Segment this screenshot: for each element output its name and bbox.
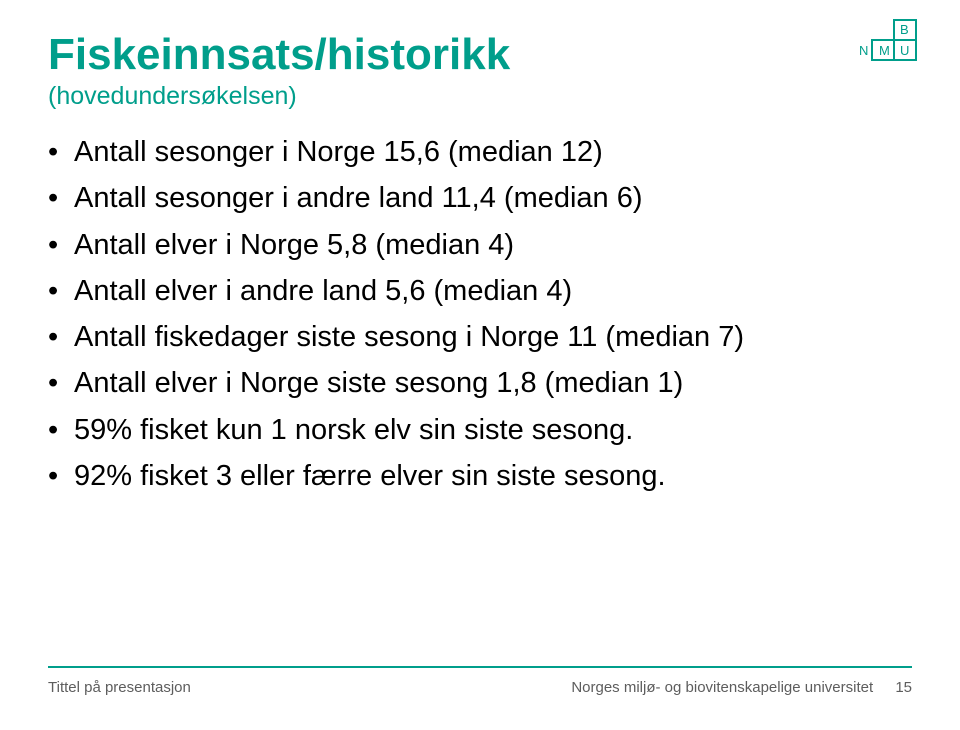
footer-right-group: Norges miljø- og biovitenskapelige unive…: [571, 679, 912, 696]
slide-title: Fiskeinnsats/historikk: [48, 30, 912, 80]
footer-right: Norges miljø- og biovitenskapelige unive…: [571, 679, 873, 696]
bullet-list: Antall sesonger i Norge 15,6 (median 12)…: [48, 133, 912, 495]
logo-letter-m: M: [879, 43, 890, 58]
bullet-item: Antall elver i Norge siste sesong 1,8 (m…: [48, 364, 912, 402]
bullet-item: Antall fiskedager siste sesong i Norge 1…: [48, 318, 912, 356]
logo-letter-n: N: [859, 43, 868, 58]
logo-letter-b: B: [900, 22, 909, 37]
bullet-item: 92% fisket 3 eller færre elver sin siste…: [48, 457, 912, 495]
slide: N M B U Fiskeinnsats/historikk (hovedund…: [0, 0, 960, 730]
bullet-item: Antall elver i Norge 5,8 (median 4): [48, 226, 912, 264]
footer: Tittel på presentasjon Norges miljø- og …: [48, 679, 912, 696]
nmbu-logo: N M B U: [832, 18, 918, 85]
nmbu-logo-svg: N M B U: [832, 18, 918, 80]
bullet-item: Antall elver i andre land 5,6 (median 4): [48, 272, 912, 310]
bullet-item: 59% fisket kun 1 norsk elv sin siste ses…: [48, 411, 912, 449]
footer-left: Tittel på presentasjon: [48, 679, 191, 696]
bullet-item: Antall sesonger i Norge 15,6 (median 12): [48, 133, 912, 171]
footer-page-number: 15: [895, 679, 912, 696]
slide-subtitle: (hovedundersøkelsen): [48, 82, 912, 111]
logo-letter-u: U: [900, 43, 909, 58]
footer-divider: [48, 666, 912, 668]
bullet-item: Antall sesonger i andre land 11,4 (media…: [48, 179, 912, 217]
